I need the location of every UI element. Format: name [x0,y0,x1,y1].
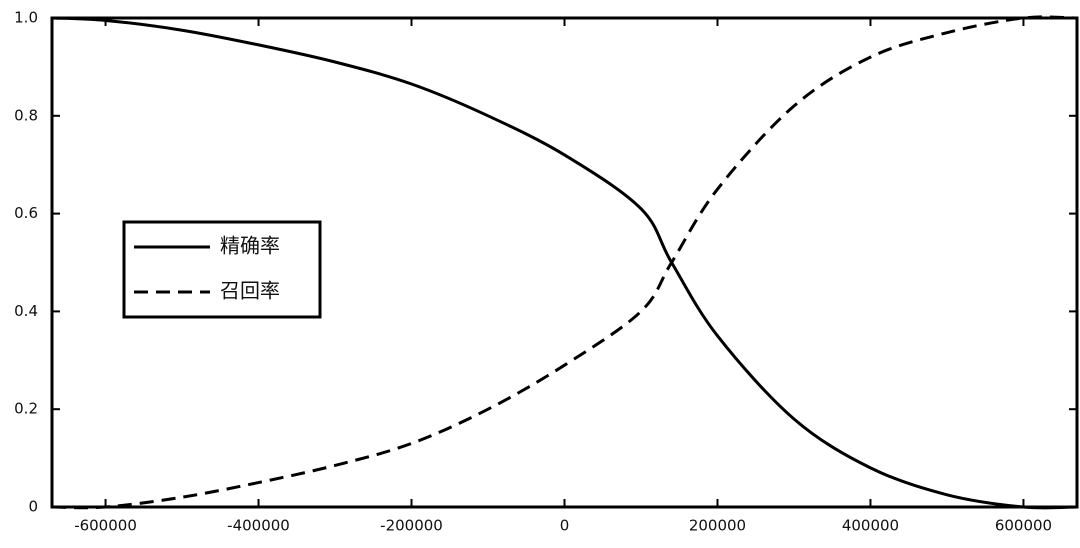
y-tick-label: 0.2 [14,400,38,418]
y-tick-label: 0.8 [14,106,38,124]
x-tick-label: -600000 [74,517,137,535]
x-tick-label: 0 [560,517,570,535]
y-tick-label: 0.4 [14,302,38,320]
y-tick-label: 1.0 [14,9,38,27]
x-tick-label: 200000 [689,517,746,535]
x-tick-label: -400000 [227,517,290,535]
series-line [51,16,1078,510]
plot-frame [50,16,1079,509]
legend-label: 精确率 [220,234,280,258]
legend-label: 召回率 [220,279,280,303]
y-tick-label: 0.6 [14,204,38,222]
x-tick-label: -200000 [380,517,443,535]
y-tick-label: 0 [28,498,38,516]
x-tick-label: 400000 [842,517,899,535]
legend-box [122,220,322,319]
series-line [51,15,1078,510]
x-tick-label: 600000 [995,517,1052,535]
